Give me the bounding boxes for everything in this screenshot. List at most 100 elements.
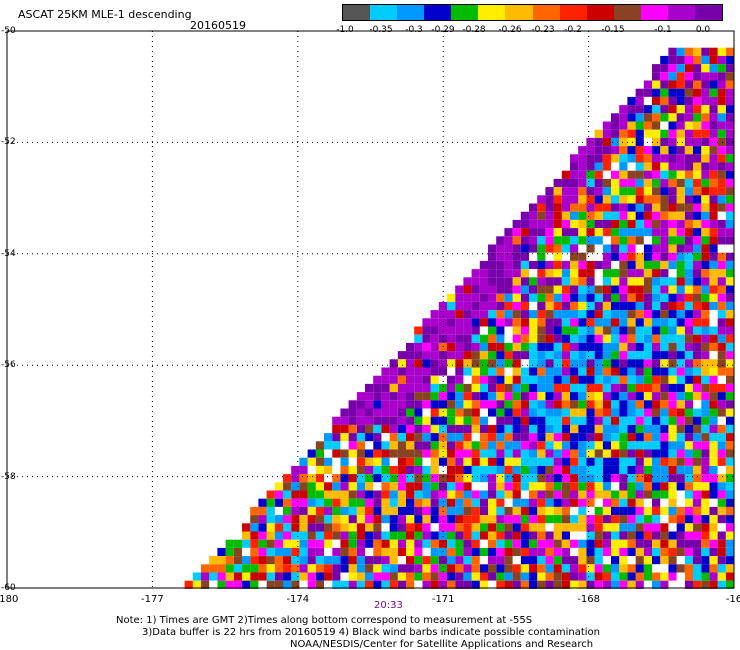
heatmap-cell xyxy=(561,367,570,376)
heatmap-cell xyxy=(488,318,497,327)
heatmap-cell xyxy=(324,531,333,540)
color-scale-label: -0.1 xyxy=(654,25,672,35)
heatmap-cell xyxy=(447,433,456,442)
heatmap-cell xyxy=(520,383,529,393)
heatmap-cell xyxy=(217,564,226,573)
heatmap-cell xyxy=(586,301,595,311)
heatmap-cell xyxy=(660,260,669,270)
color-swatch xyxy=(559,5,587,20)
heatmap-cell xyxy=(430,449,439,458)
heatmap-cell xyxy=(553,498,562,507)
heatmap-cell xyxy=(422,474,431,483)
heatmap-cell xyxy=(668,219,677,229)
heatmap-cell xyxy=(693,498,702,507)
heatmap-cell xyxy=(684,55,693,65)
heatmap-cell xyxy=(291,531,300,540)
heatmap-cell xyxy=(496,506,505,516)
heatmap-cell xyxy=(627,465,636,475)
heatmap-cell xyxy=(701,506,710,516)
heatmap-cell xyxy=(545,301,554,311)
heatmap-cell xyxy=(512,523,521,532)
heatmap-cell xyxy=(463,383,472,393)
heatmap-cell xyxy=(520,433,529,442)
heatmap-cell xyxy=(414,490,423,499)
heatmap-cell xyxy=(619,539,628,548)
heatmap-cell xyxy=(643,400,652,409)
heatmap-cell xyxy=(578,375,587,384)
heatmap-cell xyxy=(668,64,677,73)
heatmap-cell xyxy=(701,342,710,352)
heatmap-cell xyxy=(561,228,570,237)
heatmap-cell xyxy=(463,441,472,450)
heatmap-cell xyxy=(693,154,702,163)
heatmap-cell xyxy=(389,506,398,516)
heatmap-cell xyxy=(660,457,669,466)
heatmap-cell xyxy=(414,375,423,384)
heatmap-cell xyxy=(553,449,562,458)
color-scale-bar xyxy=(342,4,723,21)
heatmap-cell xyxy=(561,490,570,499)
heatmap-cell xyxy=(570,301,579,311)
heatmap-cell xyxy=(201,572,210,581)
heatmap-cell xyxy=(406,465,415,475)
heatmap-cell xyxy=(586,531,595,540)
heatmap-cell xyxy=(668,146,677,155)
heatmap-cell xyxy=(701,301,710,311)
heatmap-cell xyxy=(488,367,497,376)
heatmap-cell xyxy=(668,342,677,352)
heatmap-cell xyxy=(496,474,505,483)
heatmap-cell xyxy=(381,367,390,376)
heatmap-cell xyxy=(479,539,488,548)
heatmap-cell xyxy=(504,383,513,393)
heatmap-cell xyxy=(463,416,472,425)
heatmap-cell xyxy=(455,416,464,425)
heatmap-cell xyxy=(438,515,447,524)
heatmap-cell xyxy=(619,433,628,442)
heatmap-cell xyxy=(709,375,718,384)
heatmap-cell xyxy=(676,572,685,581)
heatmap-cell xyxy=(725,252,734,261)
heatmap-cell xyxy=(455,285,464,294)
heatmap-cell xyxy=(438,334,447,343)
heatmap-cell xyxy=(570,474,579,483)
heatmap-cell xyxy=(471,556,480,565)
heatmap-cell xyxy=(397,416,406,425)
heatmap-cell xyxy=(537,269,546,278)
heatmap-cell xyxy=(463,515,472,524)
heatmap-cell xyxy=(660,531,669,540)
heatmap-cell xyxy=(627,154,636,163)
heatmap-cell xyxy=(660,146,669,155)
heatmap-cell xyxy=(602,515,611,524)
heatmap-cell xyxy=(545,539,554,548)
heatmap-cell xyxy=(725,154,734,163)
heatmap-cell xyxy=(660,137,669,147)
heatmap-cell xyxy=(652,88,661,97)
heatmap-cell xyxy=(725,285,734,294)
heatmap-cell xyxy=(422,400,431,409)
heatmap-cell xyxy=(504,474,513,483)
heatmap-cell xyxy=(430,498,439,507)
heatmap-cell xyxy=(586,170,595,179)
heatmap-cell xyxy=(668,482,677,491)
heatmap-cell xyxy=(561,293,570,302)
heatmap-cell xyxy=(561,580,570,589)
heatmap-cell xyxy=(660,285,669,294)
heatmap-cell xyxy=(356,482,365,491)
heatmap-cell xyxy=(504,269,513,278)
heatmap-cell xyxy=(717,564,726,573)
heatmap-cell xyxy=(676,424,685,434)
heatmap-cell xyxy=(660,564,669,573)
heatmap-cell xyxy=(520,359,529,368)
heatmap-cell xyxy=(627,236,636,245)
heatmap-cell xyxy=(684,441,693,450)
heatmap-cell xyxy=(324,539,333,548)
heatmap-cell xyxy=(652,498,661,507)
heatmap-cell xyxy=(496,572,505,581)
heatmap-cell xyxy=(693,80,702,89)
heatmap-cell xyxy=(471,301,480,311)
heatmap-cell xyxy=(668,96,677,106)
heatmap-cell xyxy=(250,572,259,581)
heatmap-cell xyxy=(586,580,595,589)
heatmap-cell xyxy=(602,342,611,352)
heatmap-cell xyxy=(192,580,201,589)
